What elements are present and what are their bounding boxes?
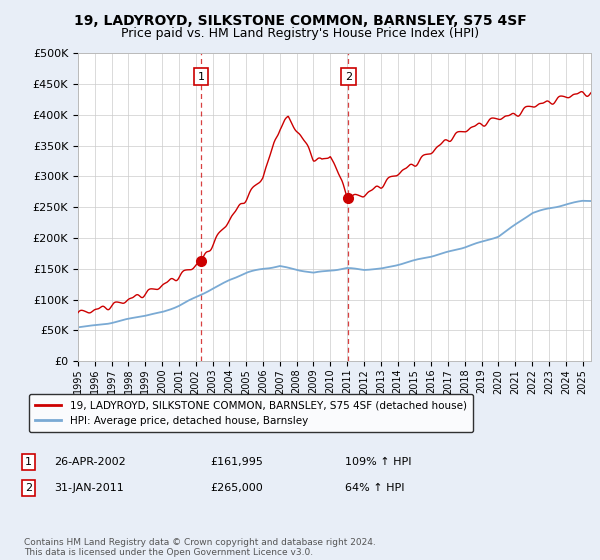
Text: 19, LADYROYD, SILKSTONE COMMON, BARNSLEY, S75 4SF: 19, LADYROYD, SILKSTONE COMMON, BARNSLEY… [74, 14, 526, 28]
Text: 31-JAN-2011: 31-JAN-2011 [54, 483, 124, 493]
Text: 64% ↑ HPI: 64% ↑ HPI [345, 483, 404, 493]
Text: 109% ↑ HPI: 109% ↑ HPI [345, 457, 412, 467]
Text: 2: 2 [345, 72, 352, 82]
Text: Price paid vs. HM Land Registry's House Price Index (HPI): Price paid vs. HM Land Registry's House … [121, 27, 479, 40]
Text: 2: 2 [25, 483, 32, 493]
Text: 1: 1 [197, 72, 205, 82]
Text: £161,995: £161,995 [210, 457, 263, 467]
Text: Contains HM Land Registry data © Crown copyright and database right 2024.
This d: Contains HM Land Registry data © Crown c… [24, 538, 376, 557]
Legend: 19, LADYROYD, SILKSTONE COMMON, BARNSLEY, S75 4SF (detached house), HPI: Average: 19, LADYROYD, SILKSTONE COMMON, BARNSLEY… [29, 394, 473, 432]
Text: 26-APR-2002: 26-APR-2002 [54, 457, 126, 467]
Text: £265,000: £265,000 [210, 483, 263, 493]
Text: 1: 1 [25, 457, 32, 467]
